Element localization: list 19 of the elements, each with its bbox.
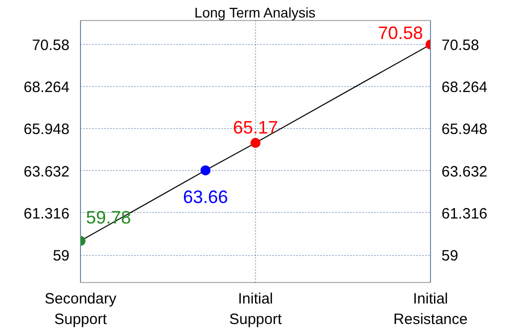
y2-tick-label: 68.264 [442,79,488,96]
data-label: 65.17 [232,117,278,138]
y2-tick-label: 65.948 [442,121,488,138]
data-label: 63.66 [182,186,228,207]
y-tick-label: 70.58 [32,37,70,54]
chart-title: Long Term Analysis [194,4,316,20]
x-tick-label: Initial Resistance [393,290,468,328]
x-tick-label: Secondary Support [44,290,117,328]
y-tick-label: 63.632 [24,163,70,180]
y2-tick-label: 70.58 [442,37,480,54]
y-tick-label: 65.948 [24,121,70,138]
x-tick-label: Initial Support [229,290,283,328]
y2-tick-label: 59 [442,248,458,265]
data-label: 70.58 [378,23,424,43]
y2-tick-label: 63.632 [442,163,488,180]
y-tick-label: 61.316 [24,205,70,222]
y-tick-label: 68.264 [24,79,70,96]
y-tick-label: 59 [52,248,70,265]
y2-tick-label: 61.316 [442,205,488,222]
